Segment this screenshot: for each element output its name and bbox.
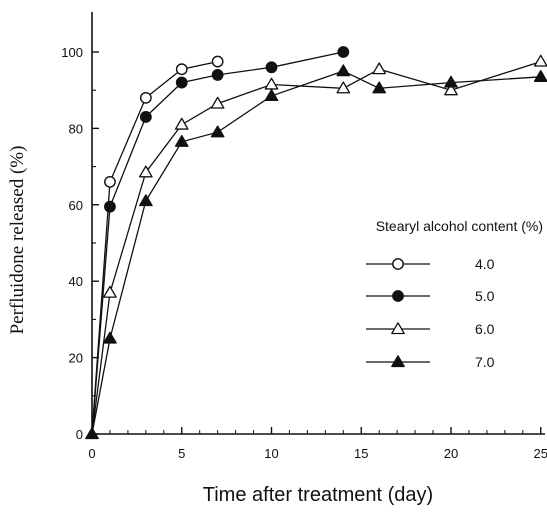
series-layer bbox=[85, 46, 547, 440]
y-tick-label: 100 bbox=[61, 45, 83, 60]
legend-label: 4.0 bbox=[475, 256, 495, 272]
data-point bbox=[264, 77, 279, 90]
data-point bbox=[103, 331, 117, 344]
series-6.0 bbox=[91, 54, 547, 435]
y-tick-label: 40 bbox=[69, 274, 83, 289]
data-point bbox=[139, 111, 152, 123]
x-tick-label: 10 bbox=[264, 446, 278, 461]
legend-label: 6.0 bbox=[475, 321, 495, 337]
data-point bbox=[174, 134, 189, 147]
data-point bbox=[265, 61, 278, 74]
x-tick-label: 0 bbox=[88, 446, 95, 461]
data-point bbox=[174, 117, 189, 130]
legend-marker bbox=[392, 258, 404, 270]
y-axis-title: Perfluidone released (%) bbox=[7, 146, 28, 335]
y-tick-label: 20 bbox=[69, 351, 83, 366]
data-point bbox=[337, 46, 350, 58]
data-point bbox=[211, 55, 224, 68]
legend-entry-4.0: 4.0 bbox=[366, 256, 495, 272]
legend-marker bbox=[391, 355, 405, 368]
origin-point bbox=[85, 427, 99, 440]
x-tick-label: 25 bbox=[534, 446, 547, 461]
data-point bbox=[264, 89, 279, 102]
y-tick-label: 0 bbox=[76, 427, 83, 442]
legend-label: 7.0 bbox=[475, 354, 495, 370]
legend-entry-6.0: 6.0 bbox=[366, 321, 495, 337]
data-point bbox=[533, 69, 547, 82]
data-point bbox=[138, 165, 153, 178]
data-point bbox=[336, 81, 351, 94]
data-point bbox=[104, 200, 116, 213]
legend-entry-7.0: 7.0 bbox=[366, 354, 495, 370]
data-point bbox=[104, 175, 116, 188]
y-tick-label: 80 bbox=[69, 121, 83, 136]
data-point bbox=[175, 76, 188, 89]
data-point bbox=[372, 62, 387, 75]
x-axis-title: Time after treatment (day) bbox=[203, 484, 433, 506]
legend-marker bbox=[391, 322, 405, 335]
data-point bbox=[444, 75, 458, 88]
legend-label: 5.0 bbox=[475, 288, 495, 304]
series-line bbox=[91, 60, 218, 435]
data-point bbox=[533, 54, 547, 67]
series-line bbox=[91, 60, 541, 435]
data-point bbox=[210, 125, 225, 138]
series-7.0 bbox=[91, 64, 547, 435]
series-4.0 bbox=[91, 55, 224, 435]
series-line bbox=[91, 70, 541, 435]
legend: Stearyl alcohol content (%) 4.0 5.0 6.0 7.0 bbox=[366, 218, 543, 370]
series-5.0 bbox=[91, 46, 350, 435]
data-point bbox=[103, 285, 117, 298]
data-point bbox=[336, 64, 351, 77]
legend-entry-5.0: 5.0 bbox=[366, 288, 495, 304]
legend-marker bbox=[392, 290, 404, 302]
series-line bbox=[91, 51, 344, 435]
y-tick-label: 60 bbox=[69, 198, 83, 213]
x-tick-label: 20 bbox=[444, 446, 458, 461]
axes: 0 20 40 60 80 100 0 5 10 15 20 25 bbox=[61, 12, 547, 461]
data-point bbox=[139, 91, 152, 104]
x-tick-label: 15 bbox=[354, 446, 368, 461]
data-point bbox=[175, 63, 188, 76]
data-point bbox=[138, 194, 153, 207]
legend-title: Stearyl alcohol content (%) bbox=[376, 218, 543, 234]
data-point bbox=[210, 96, 225, 109]
data-point bbox=[372, 81, 387, 94]
data-point bbox=[211, 69, 224, 81]
data-point bbox=[444, 83, 458, 96]
x-tick-label: 5 bbox=[178, 446, 185, 461]
